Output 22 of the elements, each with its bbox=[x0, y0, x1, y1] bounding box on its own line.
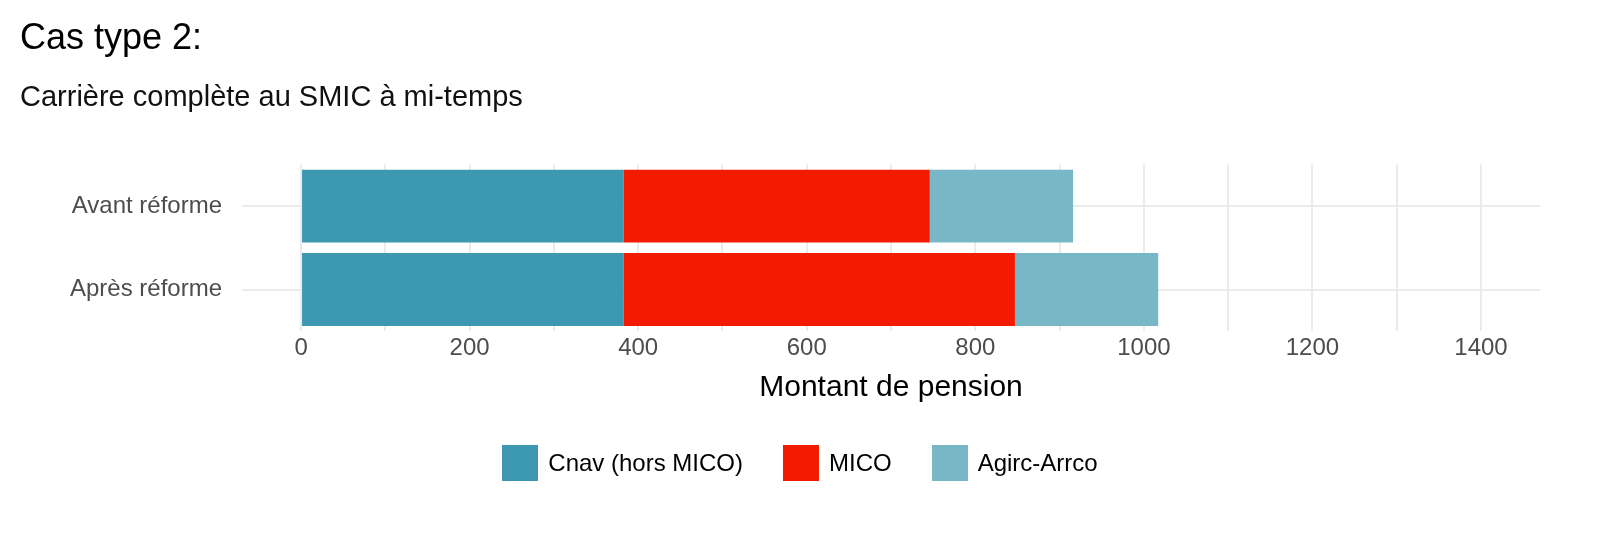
legend-label: Cnav (hors MICO) bbox=[548, 449, 743, 477]
y-tick-label: Avant réforme bbox=[71, 190, 223, 218]
bar bbox=[623, 253, 1015, 326]
legend-label: MICO bbox=[829, 449, 892, 477]
x-tick-label: 200 bbox=[449, 333, 490, 361]
bar bbox=[929, 169, 1074, 243]
y-tick-label: Après réforme bbox=[69, 274, 223, 302]
bar bbox=[1014, 253, 1159, 326]
x-axis-title: Montant de pension bbox=[759, 369, 1023, 403]
x-tick-label: 400 bbox=[618, 333, 659, 361]
x-tick-label: 1000 bbox=[1117, 333, 1171, 361]
bar bbox=[302, 253, 624, 326]
chart-subtitle: Carrière complète au SMIC à mi-temps bbox=[20, 80, 523, 113]
chart-title: Cas type 2: bbox=[20, 16, 203, 58]
x-tick-label: 1200 bbox=[1285, 333, 1340, 361]
bar bbox=[623, 169, 930, 243]
x-tick-label: 0 bbox=[294, 333, 308, 361]
x-tick-label: 1400 bbox=[1454, 333, 1508, 361]
x-tick-label: 800 bbox=[955, 333, 996, 361]
legend-label: Agirc-Arrco bbox=[977, 449, 1098, 477]
x-tick-label: 600 bbox=[786, 333, 827, 361]
bar bbox=[302, 169, 624, 243]
